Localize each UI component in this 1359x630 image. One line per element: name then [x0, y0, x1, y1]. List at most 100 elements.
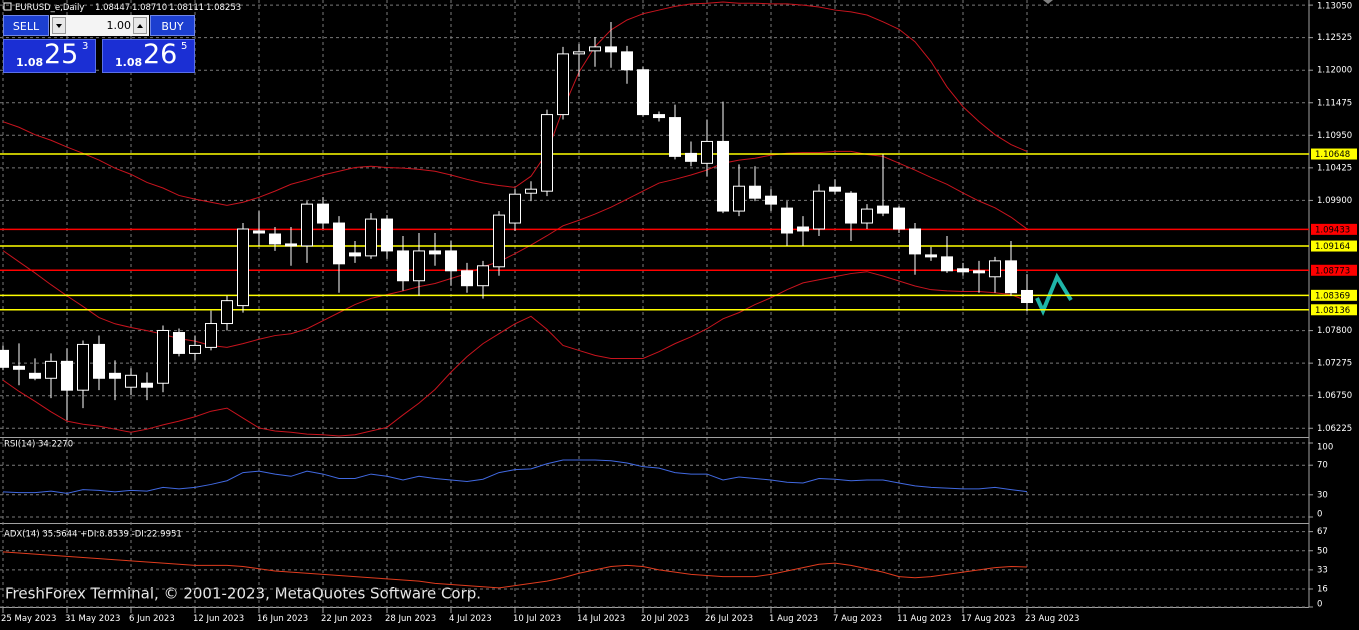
watermark: FreshForex Terminal, © 2001-2023, MetaQu… [5, 585, 481, 603]
candle-body [125, 374, 137, 388]
indicator-line [2, 551, 1028, 589]
ohlc-label: 1.08447 [95, 3, 130, 13]
trade-panel: SELL 1.00 BUY 1.08 25 3 1.08 26 5 [3, 15, 195, 73]
candle-body [845, 192, 857, 224]
candle-body [813, 190, 825, 230]
candle-body [61, 360, 73, 391]
candle-body [173, 332, 185, 354]
y-tick-label: 1.13050 [1317, 2, 1352, 12]
candle-body [301, 203, 313, 247]
candle-body [189, 344, 201, 354]
candle-body [573, 51, 585, 55]
y-tick-label: 1.11475 [1317, 98, 1352, 108]
candle-body [77, 343, 89, 391]
forecast-arrow [1035, 272, 1073, 316]
ask-pips: 26 [143, 39, 178, 70]
candle-body [45, 360, 57, 379]
x-tick-label: 6 Jun 2023 [129, 614, 175, 624]
symbol: EURUSD_e,Daily [15, 3, 84, 13]
candle-body [781, 207, 793, 234]
x-tick-label: 26 Jul 2023 [705, 614, 753, 624]
candle-body [957, 268, 969, 273]
x-tick-label: 7 Aug 2023 [833, 614, 882, 624]
y-tick-label: 1.12525 [1317, 33, 1352, 43]
candle-body [413, 250, 425, 282]
candle-body [237, 228, 249, 307]
volume-box: 1.00 [50, 15, 149, 36]
candle-body [13, 365, 25, 370]
candle-body [541, 114, 553, 192]
y-tick-label: 1.12000 [1317, 66, 1352, 76]
y-tick-label: 67 [1317, 527, 1328, 537]
candle-body [493, 214, 505, 268]
candle-body [381, 218, 393, 252]
x-tick-label: 23 Aug 2023 [1025, 614, 1079, 624]
x-tick-label: 28 Jun 2023 [385, 614, 436, 624]
level-label-box [1311, 240, 1357, 252]
candle-body [285, 243, 297, 247]
candle-body [893, 207, 905, 230]
symbol-icon [3, 2, 12, 11]
candle-body [333, 222, 345, 265]
y-tick-label: 0 [1317, 600, 1322, 610]
candle-body [253, 230, 265, 234]
candle-body [621, 51, 633, 71]
buy-button[interactable]: BUY [150, 15, 195, 36]
ohlc-label: 1.08253 [206, 3, 241, 13]
band-line [2, 271, 1028, 437]
ask-big: 1.08 [115, 56, 143, 69]
candle-body [141, 382, 153, 388]
candle-body [861, 208, 873, 224]
y-tick-label: 1.07275 [1317, 359, 1352, 369]
candle-body [269, 233, 281, 245]
level-label: 1.08773 [1315, 266, 1350, 276]
ohlc-header: 1.08447 1.08710 1.08111 1.08253 [95, 3, 241, 13]
x-tick-label: 20 Jul 2023 [641, 614, 689, 624]
level-label: 1.08136 [1315, 306, 1350, 316]
candle-body [653, 114, 665, 119]
y-tick-label: 70 [1317, 461, 1328, 471]
candle-body [733, 185, 745, 212]
candle-body [461, 270, 473, 287]
candle-body [925, 254, 937, 258]
candle-body [525, 188, 537, 194]
level-label-box [1311, 289, 1357, 301]
ohlc-label: 1.08111 [169, 3, 204, 13]
candle-body [557, 53, 569, 116]
candle-body [749, 185, 761, 199]
candle-body [205, 323, 217, 348]
candle-body [29, 372, 41, 379]
candle-body [637, 69, 649, 116]
candle-body [829, 186, 841, 192]
candle-body [973, 270, 985, 274]
volume-input[interactable]: 1.00 [106, 19, 132, 32]
sell-button[interactable]: SELL [3, 15, 49, 36]
candle-body [93, 343, 105, 379]
y-tick-label: 1.06225 [1317, 424, 1352, 434]
volume-down[interactable] [52, 17, 66, 34]
candle-body [605, 46, 617, 53]
candle-body [685, 152, 697, 162]
x-tick-label: 1 Aug 2023 [769, 614, 818, 624]
bid-big: 1.08 [16, 56, 44, 69]
candle-body [701, 140, 713, 164]
y-tick-label: 1.09900 [1317, 196, 1352, 206]
level-label-box [1311, 304, 1357, 316]
candle-body [221, 300, 233, 325]
level-label: 1.10648 [1315, 150, 1350, 160]
ask-quote[interactable]: 1.08 26 5 [102, 39, 195, 73]
level-label-box [1311, 223, 1357, 235]
candle-body [365, 218, 377, 257]
y-tick-label: 0 [1317, 510, 1322, 520]
volume-up[interactable] [133, 17, 147, 34]
y-tick-label: 50 [1317, 546, 1328, 556]
bid-quote[interactable]: 1.08 25 3 [3, 39, 96, 73]
y-tick-label: 16 [1317, 585, 1328, 595]
x-tick-label: 14 Jul 2023 [577, 614, 625, 624]
candle-body [157, 329, 169, 384]
candle-body [317, 203, 329, 224]
candle-body [349, 252, 361, 257]
x-tick-label: 4 Jul 2023 [449, 614, 492, 624]
